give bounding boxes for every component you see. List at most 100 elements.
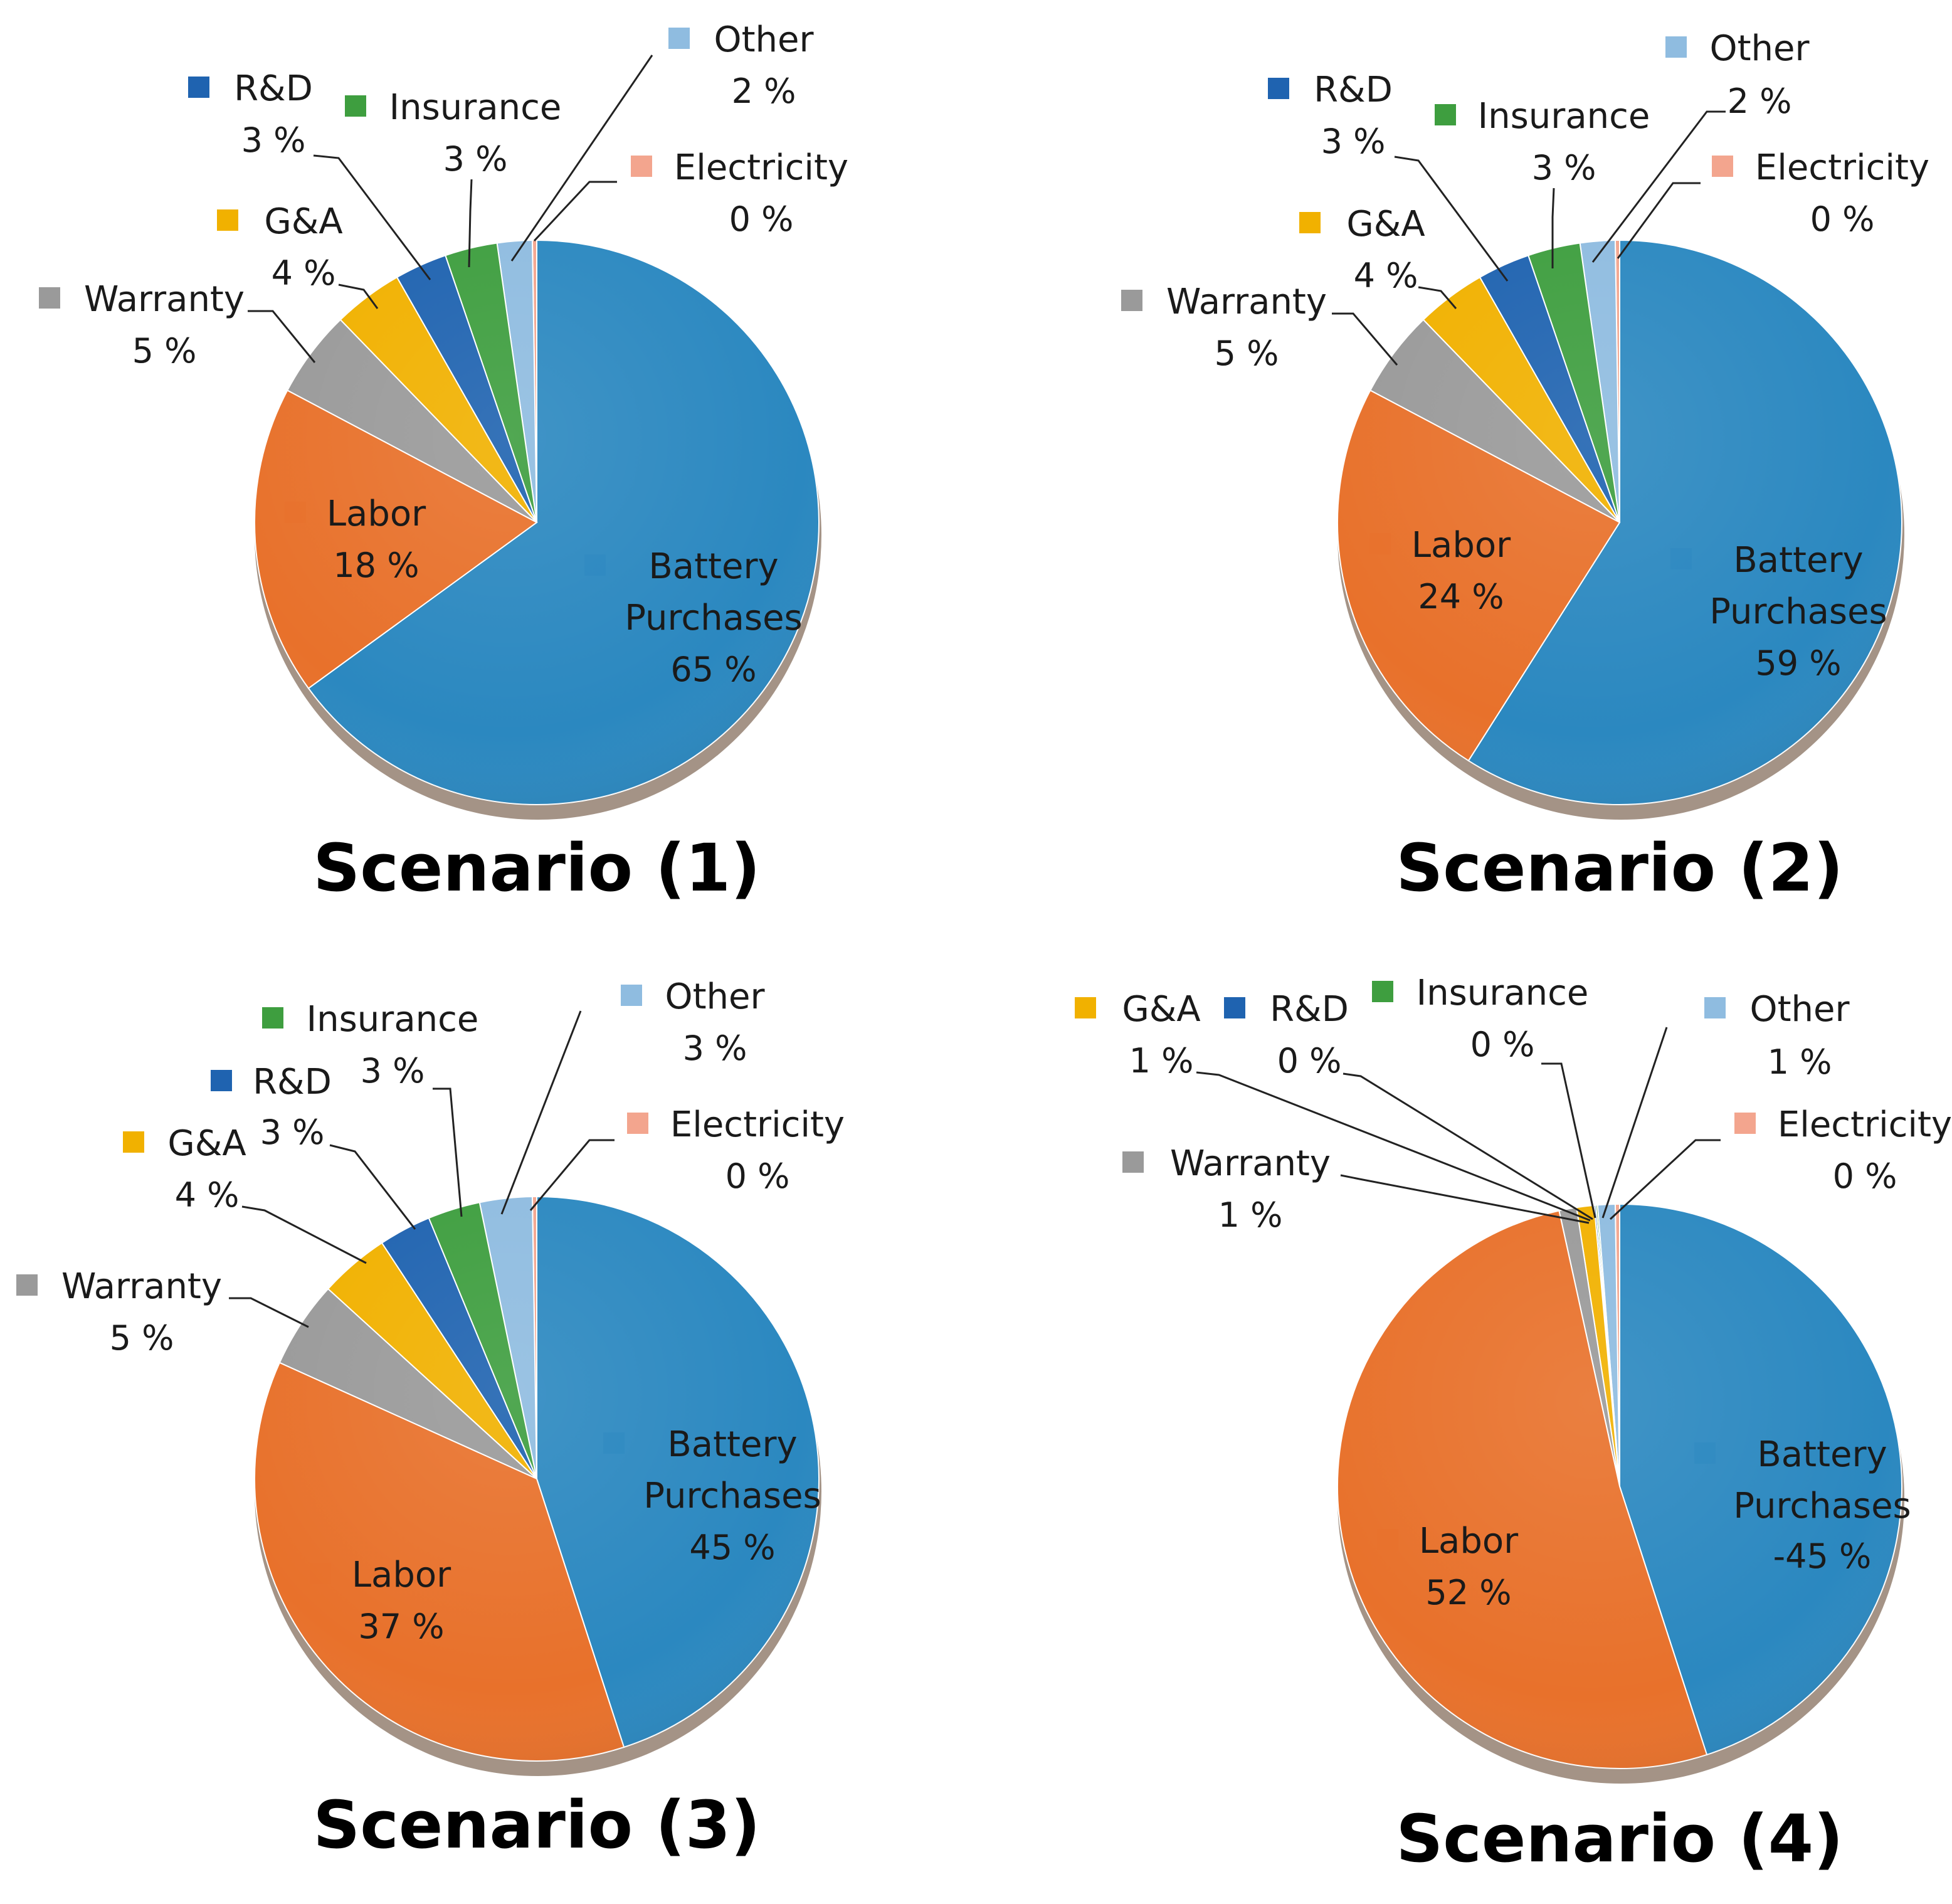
data-label-value-warranty: 5 % xyxy=(1215,334,1279,373)
leader-line-insurance xyxy=(433,1087,463,1217)
legend-swatch-other xyxy=(1665,36,1687,58)
data-label-value-insurance: 3 % xyxy=(443,139,508,179)
legend-swatch-randd xyxy=(188,77,209,98)
leader-line-ganda xyxy=(241,1205,367,1264)
data-label-name-insurance: Insurance xyxy=(307,999,479,1040)
chart-scenario-2: Battery Purchases 59 % Labor 24 % Warranty 5 %… xyxy=(1121,28,1929,906)
data-label-name-electricity: Electricity xyxy=(674,147,848,188)
data-label-value-electricity: 0 % xyxy=(725,1156,790,1196)
legend-swatch-warranty xyxy=(1121,290,1142,311)
leader-line-other xyxy=(1591,110,1726,263)
data-label-value-ganda: 1 % xyxy=(1129,1041,1194,1081)
legend-swatch-insurance xyxy=(1372,981,1393,1002)
data-label-value-labor: 24 % xyxy=(1418,577,1504,616)
data-label-name-randd: R&D xyxy=(1270,989,1349,1030)
leader-line-warranty xyxy=(248,310,316,363)
data-label-value-battery-purchases: 59 % xyxy=(1755,643,1841,683)
data-label-name-ganda: G&A xyxy=(167,1123,246,1164)
data-label-name-warranty: Warranty xyxy=(61,1266,222,1307)
legend-swatch-ganda xyxy=(217,209,238,231)
data-label-name-insurance: Insurance xyxy=(1417,973,1589,1013)
legend-swatch-electricity xyxy=(627,1113,648,1134)
legend-swatch-labor xyxy=(285,502,306,523)
data-label-name-other: Other xyxy=(714,19,814,60)
leader-line-electricity xyxy=(529,1139,615,1211)
data-label-value-randd: 3 % xyxy=(1321,122,1386,161)
legend-swatch-labor xyxy=(1377,1529,1398,1550)
data-label-value-ganda: 4 % xyxy=(175,1175,240,1215)
leader-line-warranty xyxy=(229,1297,309,1328)
legend-swatch-electricity xyxy=(631,156,652,177)
data-label-name-battery-purchases: Battery Purchases xyxy=(1733,1434,1911,1526)
leader-line-electricity xyxy=(533,181,617,242)
leader-line-ganda xyxy=(1418,286,1457,309)
leader-line-insurance xyxy=(1541,1062,1596,1219)
data-label-value-battery-purchases: -45 % xyxy=(1773,1536,1872,1576)
data-label-value-other: 3 % xyxy=(683,1029,747,1068)
legend-swatch-labor xyxy=(1369,533,1391,554)
data-label-value-ganda: 4 % xyxy=(272,253,336,293)
data-label-value-randd: 0 % xyxy=(1277,1041,1342,1081)
chart-title: Scenario (1) xyxy=(313,830,760,906)
legend-swatch-battery-purchases xyxy=(584,554,606,576)
leader-line-other xyxy=(1601,1027,1668,1219)
legend-swatch-randd xyxy=(211,1070,232,1091)
legend-swatch-electricity xyxy=(1734,1113,1756,1134)
legend-swatch-other xyxy=(1704,997,1726,1018)
data-label-value-other: 2 % xyxy=(732,71,796,111)
data-label-name-labor: Labor xyxy=(1419,1521,1519,1562)
data-label-value-insurance: 0 % xyxy=(1470,1025,1535,1064)
data-label-name-electricity: Electricity xyxy=(1778,1104,1952,1145)
data-label-value-warranty: 5 % xyxy=(132,331,197,371)
data-label-value-labor: 52 % xyxy=(1425,1573,1511,1612)
leader-line-ganda xyxy=(338,283,379,309)
data-label-name-ganda: G&A xyxy=(1122,989,1200,1030)
data-label-name-other: Other xyxy=(1749,989,1850,1030)
legend-swatch-insurance xyxy=(262,1007,283,1029)
data-label-value-labor: 37 % xyxy=(358,1607,444,1646)
data-label-name-labor: Labor xyxy=(327,494,426,534)
data-label-value-randd: 3 % xyxy=(260,1113,325,1152)
data-label-value-warranty: 1 % xyxy=(1218,1195,1283,1235)
legend-swatch-other xyxy=(668,28,690,49)
data-label-name-electricity: Electricity xyxy=(1755,147,1929,188)
leader-line-insurance xyxy=(1551,188,1555,268)
legend-swatch-warranty xyxy=(1122,1151,1144,1173)
leader-line-electricity xyxy=(1609,1139,1721,1220)
data-label-value-battery-purchases: 45 % xyxy=(689,1528,775,1567)
data-label-name-warranty: Warranty xyxy=(1166,282,1327,322)
data-label-value-electricity: 0 % xyxy=(1810,199,1875,239)
data-label-value-ganda: 4 % xyxy=(1354,256,1418,295)
data-label-name-insurance: Insurance xyxy=(389,87,562,128)
data-label-name-other: Other xyxy=(1709,28,1810,69)
data-label-name-warranty: Warranty xyxy=(84,279,245,320)
data-label-name-randd: R&D xyxy=(234,68,313,109)
data-label-name-battery-purchases: Battery Purchases xyxy=(625,546,802,638)
chart-scenario-3: Battery Purchases 45 % Labor 37 % Warranty 5 %… xyxy=(16,976,845,1863)
data-label-value-labor: 18 % xyxy=(333,546,419,585)
leader-line-warranty xyxy=(1332,312,1398,366)
data-label-name-randd: R&D xyxy=(253,1062,332,1103)
leader-line-randd xyxy=(1343,1072,1593,1220)
leader-line-other xyxy=(500,1010,582,1215)
legend-swatch-ganda xyxy=(1075,997,1096,1018)
data-label-name-labor: Labor xyxy=(1411,525,1511,566)
legend-swatch-labor xyxy=(310,1563,331,1584)
legend-swatch-other xyxy=(621,985,642,1006)
leader-line-ganda xyxy=(1196,1071,1591,1222)
chart-title: Scenario (4) xyxy=(1396,1801,1843,1877)
data-label-value-other: 1 % xyxy=(1768,1042,1832,1082)
data-label-name-battery-purchases: Battery Purchases xyxy=(1709,540,1887,632)
legend-swatch-randd xyxy=(1224,997,1245,1018)
legend-swatch-warranty xyxy=(16,1274,38,1296)
leader-line-randd xyxy=(313,154,431,280)
legend-swatch-ganda xyxy=(1299,212,1321,233)
data-label-value-insurance: 3 % xyxy=(1532,148,1596,188)
data-label-value-battery-purchases: 65 % xyxy=(670,650,756,689)
data-label-value-insurance: 3 % xyxy=(361,1051,425,1091)
legend-swatch-battery-purchases xyxy=(603,1432,625,1454)
legend-swatch-insurance xyxy=(1435,104,1456,125)
data-label-name-ganda: G&A xyxy=(264,201,342,242)
data-label-value-other: 2 % xyxy=(1728,82,1792,121)
leader-line-warranty xyxy=(1340,1174,1590,1224)
